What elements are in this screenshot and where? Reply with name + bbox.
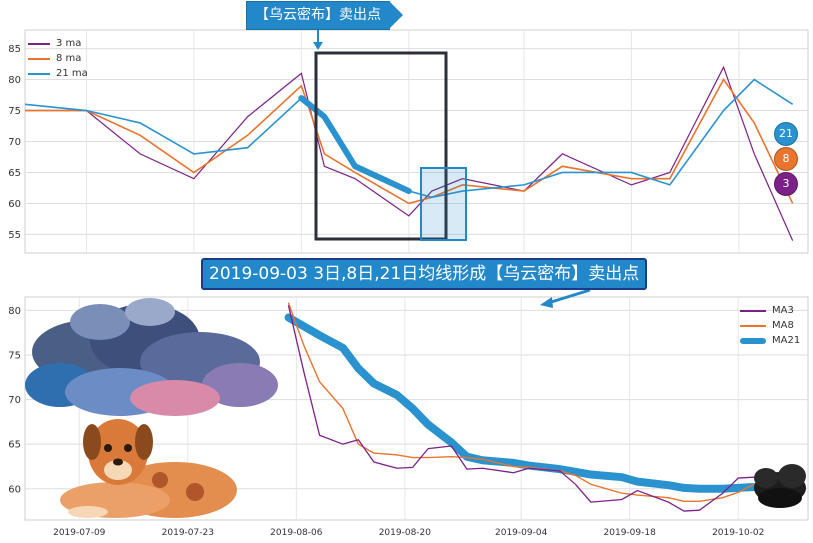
decorations <box>25 298 806 518</box>
top-y-tick-label: 65 <box>8 168 21 179</box>
legend-label-MA3: MA3 <box>772 305 794 316</box>
middle-callout-arrow-line <box>547 288 591 305</box>
bottom-series-ma21-line <box>284 313 758 493</box>
bottom-x-tick-label: 2019-09-04 <box>495 528 548 538</box>
top-y-tick-label: 55 <box>8 230 21 241</box>
top-y-tick-label: 80 <box>8 75 21 86</box>
legend-label-MA8: MA8 <box>772 320 794 331</box>
top-callout-label: 【乌云密布】卖出点 <box>246 1 403 30</box>
legend-item-ma21: 21 ma <box>28 66 88 81</box>
top-y-tick-label: 70 <box>8 137 21 148</box>
cloud-illustration-icon <box>25 298 278 416</box>
legend-label-ma3: 3 ma <box>56 38 82 49</box>
top-price-chart: 55 60 65 70 75 80 85 <box>8 28 809 254</box>
top-y-tick-label: 75 <box>8 106 21 117</box>
legend-item-MA8: MA8 <box>740 318 800 333</box>
top-callout-arrow-head <box>313 42 323 50</box>
top-ma21-emphasis-line <box>298 95 412 195</box>
bottom-x-tick-label: 2019-07-23 <box>162 528 214 538</box>
middle-callout-label: 2019-09-03 3日,8日,21日均线形成【乌云密布】卖出点 <box>201 258 648 290</box>
bottom-y-tick-label: 75 <box>8 350 21 361</box>
bottom-y-tick-label: 60 <box>8 484 21 495</box>
top-small-highlight-box <box>420 167 467 241</box>
bottom-y-tick-label: 70 <box>8 395 21 406</box>
bottom-legend: MA3 MA8 MA21 <box>740 303 800 348</box>
middle-callout-arrow-head <box>540 297 553 308</box>
legend-label-MA21: MA21 <box>772 335 801 346</box>
small-dark-cloud-icon <box>754 464 806 508</box>
bottom-x-tick-label: 2019-07-09 <box>53 528 106 538</box>
ma21-badge: 21 <box>774 122 798 146</box>
dog-illustration-icon <box>60 419 237 518</box>
bottom-x-tick-label: 2019-08-06 <box>270 528 323 538</box>
legend-label-ma21: 21 ma <box>56 68 88 79</box>
legend-item-ma3: 3 ma <box>28 36 88 51</box>
bottom-series-ma8-line <box>287 302 755 502</box>
ma3-badge: 3 <box>774 172 798 196</box>
bottom-x-tick-label: 2019-09-18 <box>604 528 657 538</box>
bottom-y-tick-label: 80 <box>8 306 21 317</box>
bottom-x-tick-label: 2019-10-02 <box>712 528 764 538</box>
top-legend: 3 ma 8 ma 21 ma <box>28 36 88 81</box>
ma8-badge: 8 <box>774 147 798 171</box>
top-big-highlight-box <box>314 51 448 241</box>
bottom-x-tick-label: 2019-08-20 <box>379 528 432 538</box>
top-y-tick-label: 85 <box>8 44 21 55</box>
bottom-y-tick-label: 65 <box>8 440 21 451</box>
legend-item-MA3: MA3 <box>740 303 800 318</box>
legend-item-ma8: 8 ma <box>28 51 88 66</box>
top-y-tick-label: 60 <box>8 199 21 210</box>
bottom-series-ma3-line <box>287 305 755 512</box>
legend-label-ma8: 8 ma <box>56 53 82 64</box>
legend-item-MA21: MA21 <box>740 333 800 348</box>
